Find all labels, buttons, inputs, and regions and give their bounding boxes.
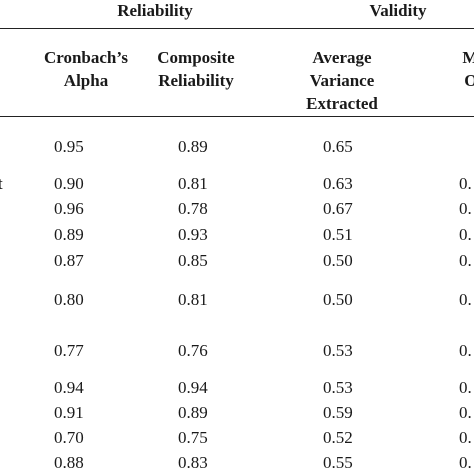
cell: 0.80 [54,290,84,309]
cell: 0.50 [323,290,353,309]
cell: 0.90 [54,174,84,193]
column-header: Extracted [306,94,378,113]
cell: 0. [459,251,472,270]
column-header: Mcc [462,48,474,67]
cell: 0.94 [178,378,208,397]
column-header: Om [464,71,474,90]
cell: 0.81 [178,290,208,309]
cell: 0.70 [54,428,84,447]
cell: 0.78 [178,199,208,218]
cell: 0.59 [323,403,353,422]
cell: 0.55 [323,453,353,472]
cell: 0.96 [54,199,84,218]
cell: 0. [459,290,472,309]
cell: 0.87 [54,251,84,270]
cell: 0.63 [323,174,353,193]
cell: 0.89 [54,225,84,244]
cell: 0. [459,428,472,447]
cell: 0.65 [323,137,353,156]
header-bottom-rule [0,116,474,117]
cell: 0. [459,378,472,397]
cell: 0.52 [323,428,353,447]
group-header: Reliability [117,1,193,20]
column-header: Alpha [63,71,109,90]
cell: 0.89 [178,137,208,156]
cell: 0. [459,199,472,218]
cell: 0.94 [54,378,84,397]
header-rule [0,28,474,29]
column-header: Average [312,48,372,67]
group-header: Validity [369,1,427,20]
cell: 0.53 [323,341,353,360]
cell: 0.81 [178,174,208,193]
cell: 0.53 [323,378,353,397]
cell: 0.89 [178,403,208,422]
cell: 0.77 [54,341,84,360]
column-header: Reliability [158,71,234,90]
cell: 0.95 [54,137,84,156]
cell: 0.88 [54,453,84,472]
cell: 0. [459,174,472,193]
cell: 0.93 [178,225,208,244]
cell: 0.75 [178,428,208,447]
cell: 0.67 [323,199,353,218]
cell: 0.50 [323,251,353,270]
cell: 0.85 [178,251,208,270]
cell: 0.91 [54,403,84,422]
cell: 0.76 [178,341,208,360]
cell: 0. [459,453,472,472]
cell: 0.83 [178,453,208,472]
cell: 0. [459,225,472,244]
column-header: Cronbach’s [43,48,129,67]
cell: 0. [459,403,472,422]
column-header: Composite [157,48,235,67]
cell: 0. [459,341,472,360]
cell: 0.51 [323,225,353,244]
row-label: t [0,174,3,193]
column-header: Variance [309,71,375,90]
